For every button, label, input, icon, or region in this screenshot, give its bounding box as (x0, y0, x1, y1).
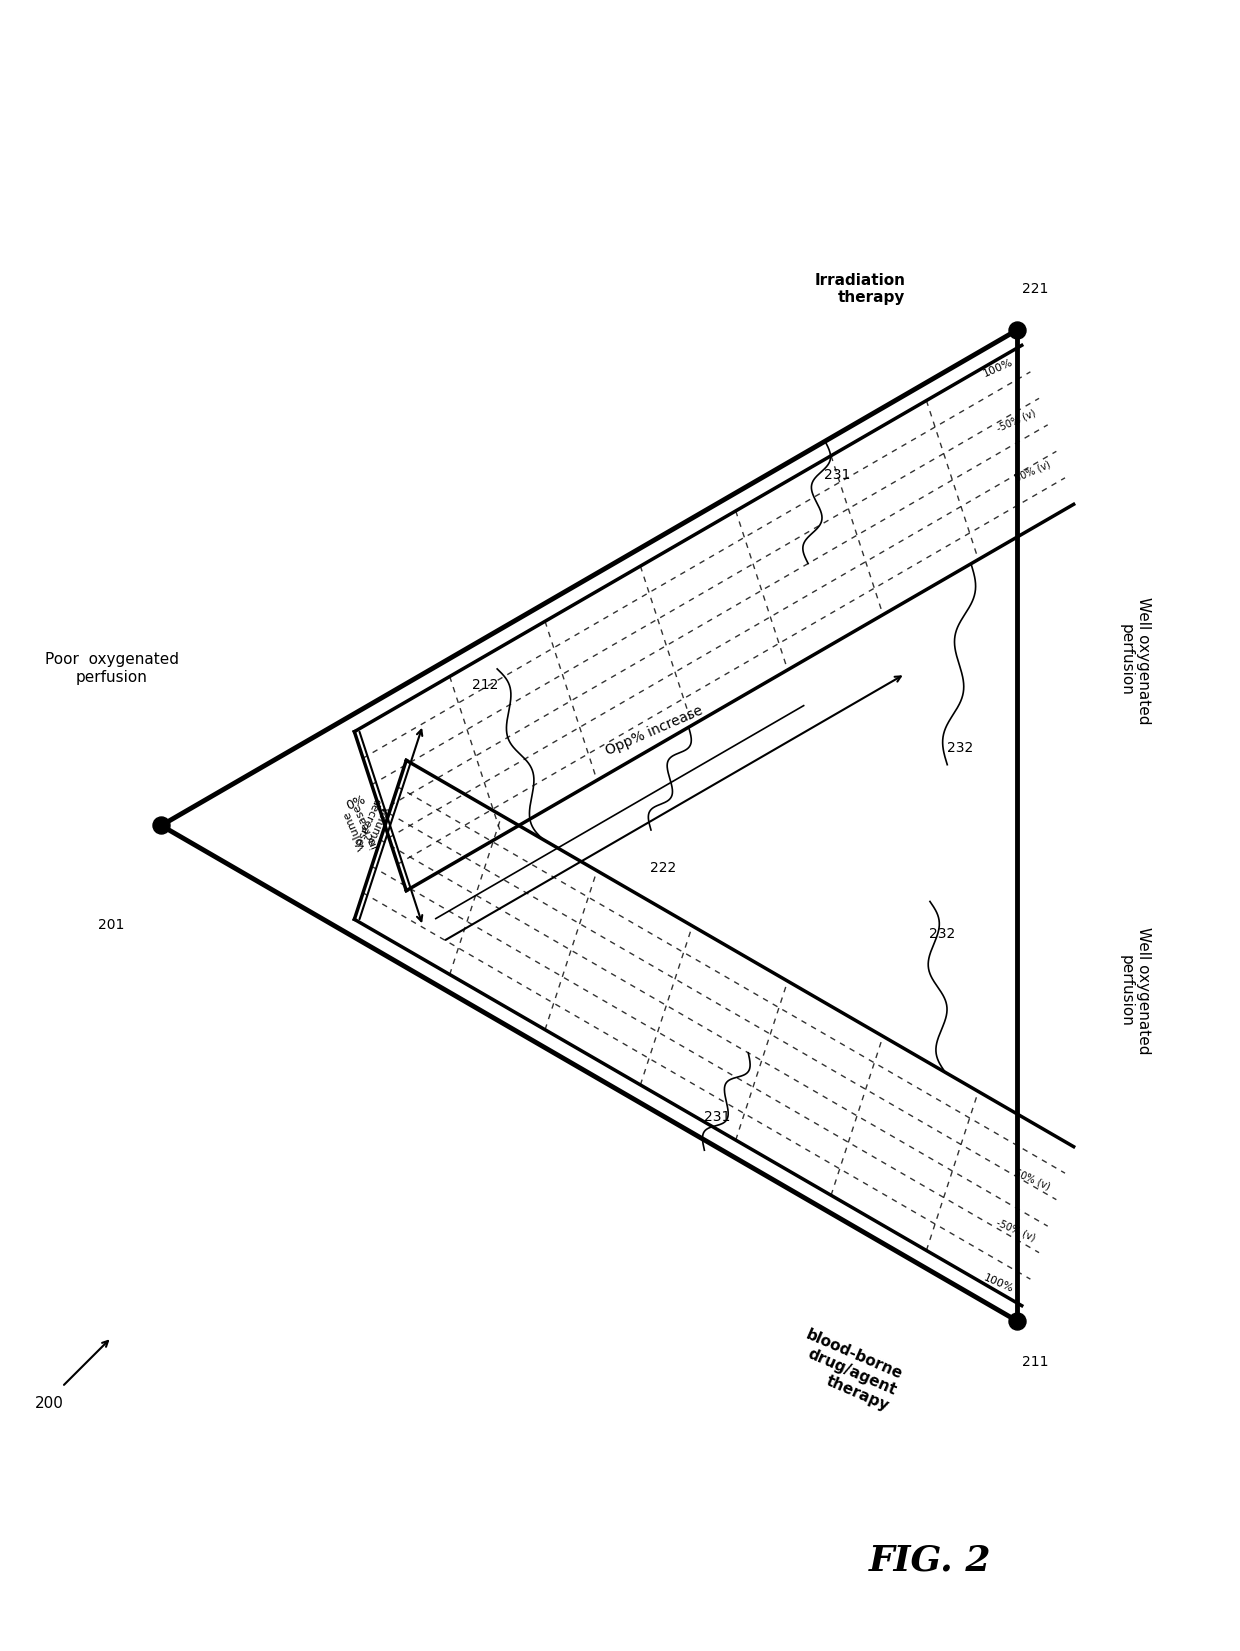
Text: 221: 221 (1022, 282, 1049, 296)
Text: 100%: 100% (982, 357, 1016, 378)
Text: 200: 200 (35, 1395, 64, 1412)
Text: 231: 231 (703, 1109, 730, 1124)
Text: 100%: 100% (982, 1273, 1016, 1294)
Text: -50% (v): -50% (v) (994, 408, 1037, 434)
Text: Volume
decrease: Volume decrease (352, 796, 392, 850)
Text: FIG. 2: FIG. 2 (869, 1544, 991, 1577)
Text: 212: 212 (471, 679, 498, 692)
Text: 232: 232 (929, 928, 956, 941)
Text: 222: 222 (650, 860, 677, 875)
Text: 50% (v): 50% (v) (1013, 1167, 1052, 1192)
Text: -50% (v): -50% (v) (994, 1217, 1037, 1243)
Text: Opp% increase: Opp% increase (604, 703, 706, 758)
Point (1007, 317, 1027, 343)
Text: 50% (v): 50% (v) (1013, 459, 1052, 484)
Text: 0%: 0% (345, 792, 368, 812)
Text: blood-borne
drug/agent
therapy: blood-borne drug/agent therapy (790, 1327, 905, 1413)
Text: Well oxygenated
perfusion: Well oxygenated perfusion (1118, 596, 1151, 725)
Text: Poor  oxygenated
perfusion: Poor oxygenated perfusion (45, 652, 179, 685)
Point (151, 812, 171, 839)
Text: Volume
increase: Volume increase (341, 802, 379, 854)
Text: Irradiation
therapy: Irradiation therapy (815, 272, 905, 305)
Text: 232: 232 (946, 741, 973, 755)
Text: 211: 211 (1022, 1355, 1049, 1369)
Point (1007, 1308, 1027, 1334)
Text: Well oxygenated
perfusion: Well oxygenated perfusion (1118, 926, 1151, 1055)
Text: 231: 231 (825, 467, 851, 482)
Text: 201: 201 (98, 918, 125, 931)
